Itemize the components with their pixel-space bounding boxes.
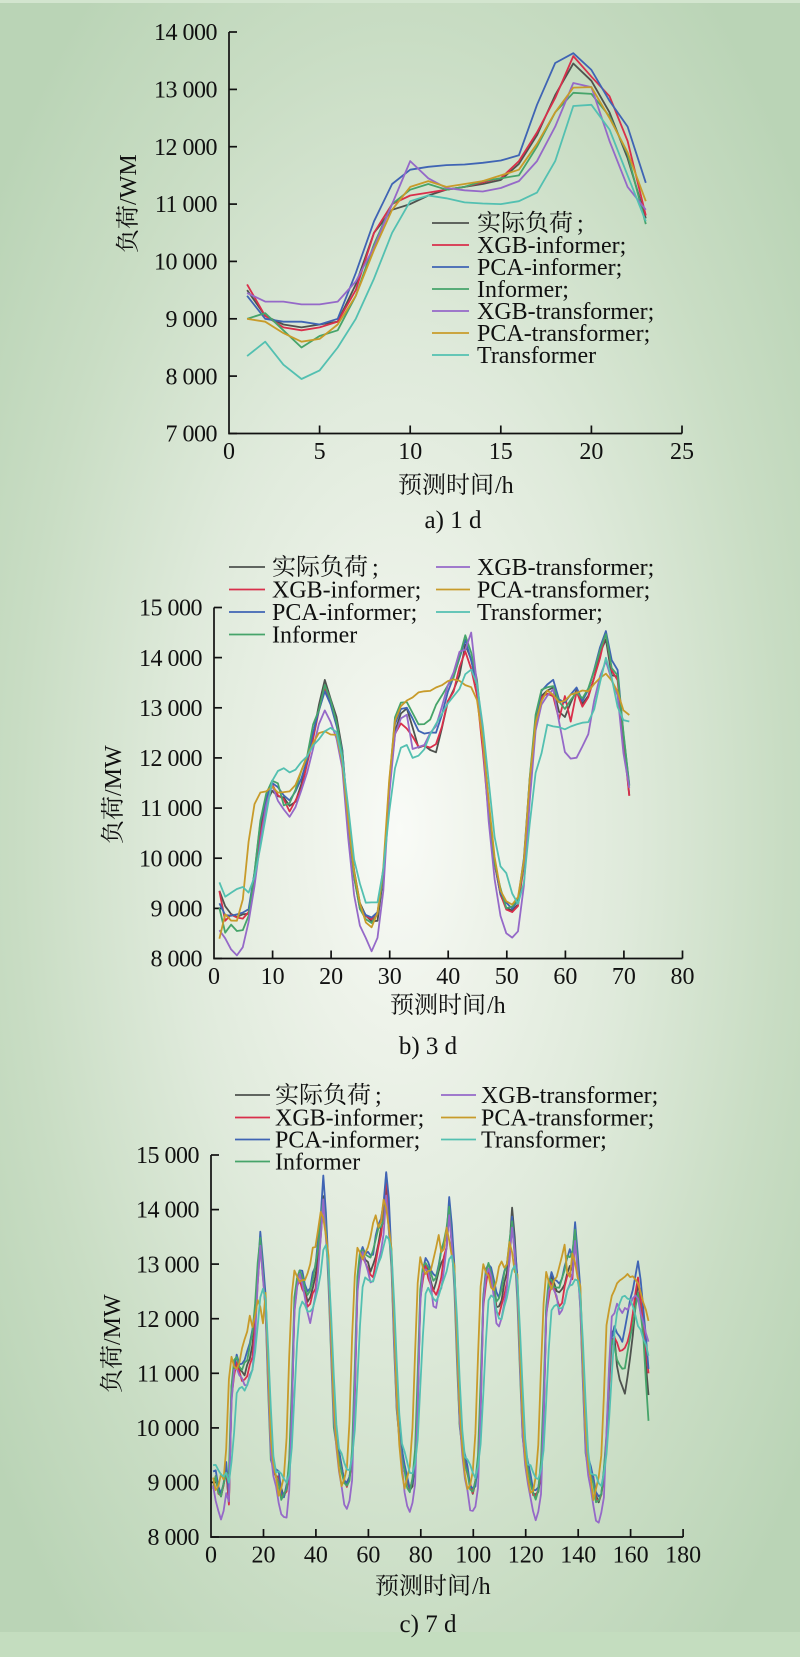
svg-text:8 000: 8 000 [166, 364, 218, 390]
svg-text:15 000: 15 000 [136, 1143, 200, 1169]
svg-text:Transformer;: Transformer; [481, 1128, 607, 1154]
svg-text:/h: /h [487, 993, 506, 1019]
svg-text:15 000: 15 000 [139, 596, 203, 622]
svg-text:8 000: 8 000 [151, 947, 203, 973]
svg-text:Informer;: Informer; [477, 277, 569, 303]
svg-text:/WM: /WM [116, 154, 142, 205]
svg-text:PCA-transformer;: PCA-transformer; [477, 578, 650, 604]
svg-text:50: 50 [495, 964, 519, 990]
svg-text:70: 70 [612, 964, 636, 990]
svg-text:XGB-transformer;: XGB-transformer; [481, 1083, 658, 1109]
svg-text:20: 20 [319, 964, 343, 990]
svg-text:9 000: 9 000 [166, 307, 218, 333]
svg-text:11 000: 11 000 [137, 1361, 200, 1387]
svg-text:;: ; [577, 211, 584, 237]
svg-text:PCA-informer;: PCA-informer; [275, 1128, 420, 1154]
svg-text:8 000: 8 000 [148, 1525, 200, 1551]
svg-text:b) 3 d: b) 3 d [399, 1033, 458, 1060]
svg-text:/MW: /MW [100, 1294, 126, 1345]
svg-text:14 000: 14 000 [154, 20, 218, 46]
svg-text:7 000: 7 000 [166, 422, 218, 448]
svg-text:XGB-transformer;: XGB-transformer; [477, 555, 654, 581]
svg-text:10: 10 [398, 439, 422, 465]
svg-text:80: 80 [671, 964, 695, 990]
svg-text:80: 80 [409, 1543, 433, 1569]
svg-text:Informer: Informer [272, 623, 357, 649]
svg-text:40: 40 [304, 1543, 328, 1569]
svg-text:160: 160 [613, 1543, 649, 1569]
svg-text:120: 120 [508, 1543, 544, 1569]
svg-text:11 000: 11 000 [155, 192, 218, 218]
svg-text:20: 20 [579, 439, 603, 465]
svg-text:13 000: 13 000 [139, 696, 203, 722]
svg-text:9 000: 9 000 [151, 897, 203, 923]
svg-text:XGB-informer;: XGB-informer; [272, 578, 421, 604]
svg-text:/MW: /MW [101, 745, 127, 796]
svg-text:XGB-informer;: XGB-informer; [477, 233, 626, 259]
svg-text:PCA-transformer;: PCA-transformer; [477, 321, 650, 347]
svg-text:Informer: Informer [275, 1150, 360, 1176]
svg-text:14 000: 14 000 [139, 646, 203, 672]
svg-text:PCA-transformer;: PCA-transformer; [481, 1106, 654, 1132]
svg-text:0: 0 [223, 439, 235, 465]
svg-text:60: 60 [356, 1543, 380, 1569]
svg-text:/h: /h [495, 473, 514, 499]
svg-text:25: 25 [670, 439, 694, 465]
svg-text:13 000: 13 000 [136, 1252, 200, 1278]
svg-text:12 000: 12 000 [154, 135, 218, 161]
svg-text:20: 20 [252, 1543, 276, 1569]
svg-text:10: 10 [261, 964, 285, 990]
svg-text:10 000: 10 000 [136, 1416, 200, 1442]
svg-text:11 000: 11 000 [140, 796, 203, 822]
svg-text:/h: /h [472, 1574, 491, 1600]
svg-text:0: 0 [205, 1543, 217, 1569]
svg-text:30: 30 [378, 964, 402, 990]
svg-text:140: 140 [560, 1543, 596, 1569]
svg-text:0: 0 [208, 964, 220, 990]
svg-text:15: 15 [489, 439, 513, 465]
svg-text:Transformer;: Transformer; [477, 600, 603, 626]
svg-text:;: ; [375, 1083, 382, 1109]
svg-text:12 000: 12 000 [136, 1307, 200, 1333]
svg-text:100: 100 [455, 1543, 491, 1569]
svg-text:XGB-informer;: XGB-informer; [275, 1106, 424, 1132]
svg-text:PCA-informer;: PCA-informer; [272, 600, 417, 626]
svg-text:XGB-transformer;: XGB-transformer; [477, 299, 654, 325]
svg-text:c) 7 d: c) 7 d [400, 1611, 457, 1638]
svg-text:13 000: 13 000 [154, 78, 218, 104]
svg-text:5: 5 [314, 439, 326, 465]
svg-text:40: 40 [436, 964, 460, 990]
svg-text:12 000: 12 000 [139, 746, 203, 772]
svg-text:180: 180 [665, 1543, 701, 1569]
svg-text:60: 60 [553, 964, 577, 990]
svg-text:14 000: 14 000 [136, 1198, 200, 1224]
svg-text:10 000: 10 000 [154, 250, 218, 276]
svg-text:;: ; [372, 555, 379, 581]
svg-text:10 000: 10 000 [139, 846, 203, 872]
svg-text:PCA-informer;: PCA-informer; [477, 255, 622, 281]
svg-text:Transformer: Transformer [477, 343, 596, 369]
svg-text:9 000: 9 000 [148, 1471, 200, 1497]
svg-text:a) 1 d: a) 1 d [425, 507, 482, 534]
